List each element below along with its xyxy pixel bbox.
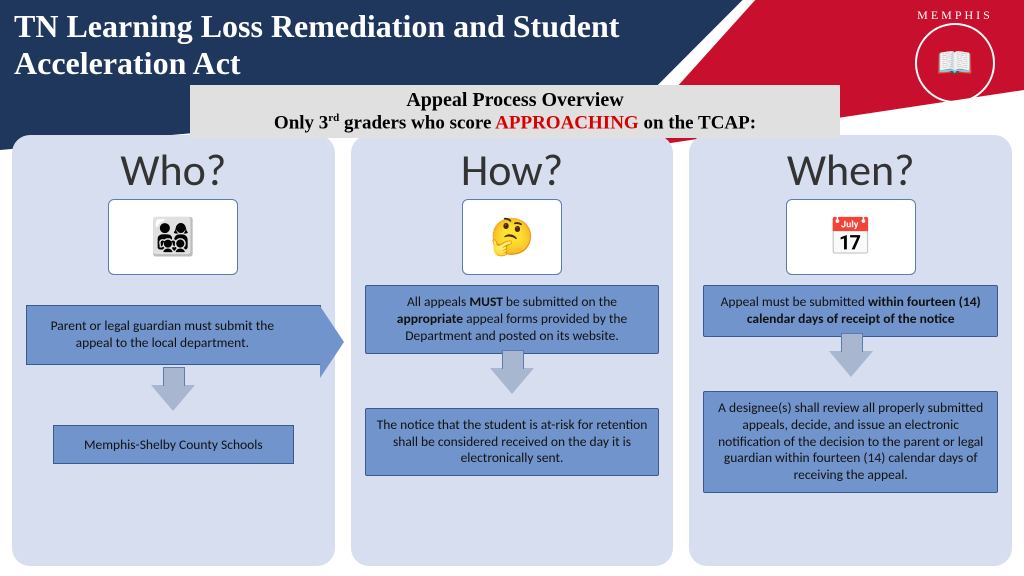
subtitle-post: on the TCAP: (639, 112, 756, 133)
who-heading: Who? (120, 143, 226, 197)
subtitle-bar: Appeal Process Overview Only 3rd graders… (190, 85, 840, 138)
logo-seal-icon: 📖 (915, 23, 995, 103)
who-arrow-down (151, 375, 195, 419)
columns-container: Who? 👨‍👩‍👧‍👦 Parent or legal guardian mu… (12, 135, 1012, 566)
column-how: How? 🤔 All appeals MUST be submitted on … (351, 135, 674, 566)
how-box-2: The notice that the student is at-risk f… (365, 408, 660, 477)
when-box-1: Appeal must be submitted within fourteen… (703, 285, 998, 337)
column-who: Who? 👨‍👩‍👧‍👦 Parent or legal guardian mu… (12, 135, 335, 566)
subtitle-red: APPROACHING (495, 112, 639, 133)
page-title: TN Learning Loss Remediation and Student… (14, 8, 734, 82)
how-heading: How? (461, 143, 563, 197)
who-box-1: Parent or legal guardian must submit the… (26, 305, 321, 365)
when-arrow-down (829, 341, 873, 385)
subtitle-line1: Appeal Process Overview (198, 89, 832, 112)
family-icon: 👨‍👩‍👧‍👦 (108, 199, 238, 275)
calendar-icon: 📅 (786, 199, 916, 275)
who-box-2: Memphis-Shelby County Schools (53, 425, 295, 464)
when-box1-pre: Appeal must be submitted (721, 293, 868, 310)
how-box1-bold1: MUST (469, 293, 503, 310)
logo-text: MEMPHIS (900, 8, 1010, 23)
when-heading: When? (787, 143, 915, 197)
how-box1-pre: All appeals (407, 293, 469, 310)
subtitle-line2: Only 3rd graders who score APPROACHING o… (198, 112, 832, 134)
district-logo: MEMPHIS 📖 (900, 6, 1010, 106)
who-box1-bold: local (152, 334, 177, 351)
how-arrow-down (490, 358, 534, 402)
how-box1-mid: be submitted on the (503, 293, 617, 310)
subtitle-pre: Only 3 (274, 112, 328, 133)
how-box1-bold2: appropriate (397, 310, 463, 327)
subtitle-mid: graders who score (339, 112, 495, 133)
thinking-icon: 🤔 (462, 199, 562, 275)
column-when: When? 📅 Appeal must be submitted within … (689, 135, 1012, 566)
who-box1-post: department. (177, 334, 249, 351)
how-box-1: All appeals MUST be submitted on the app… (365, 285, 660, 354)
when-box-2: A designee(s) shall review all properly … (703, 391, 998, 493)
subtitle-sup: rd (328, 112, 339, 124)
